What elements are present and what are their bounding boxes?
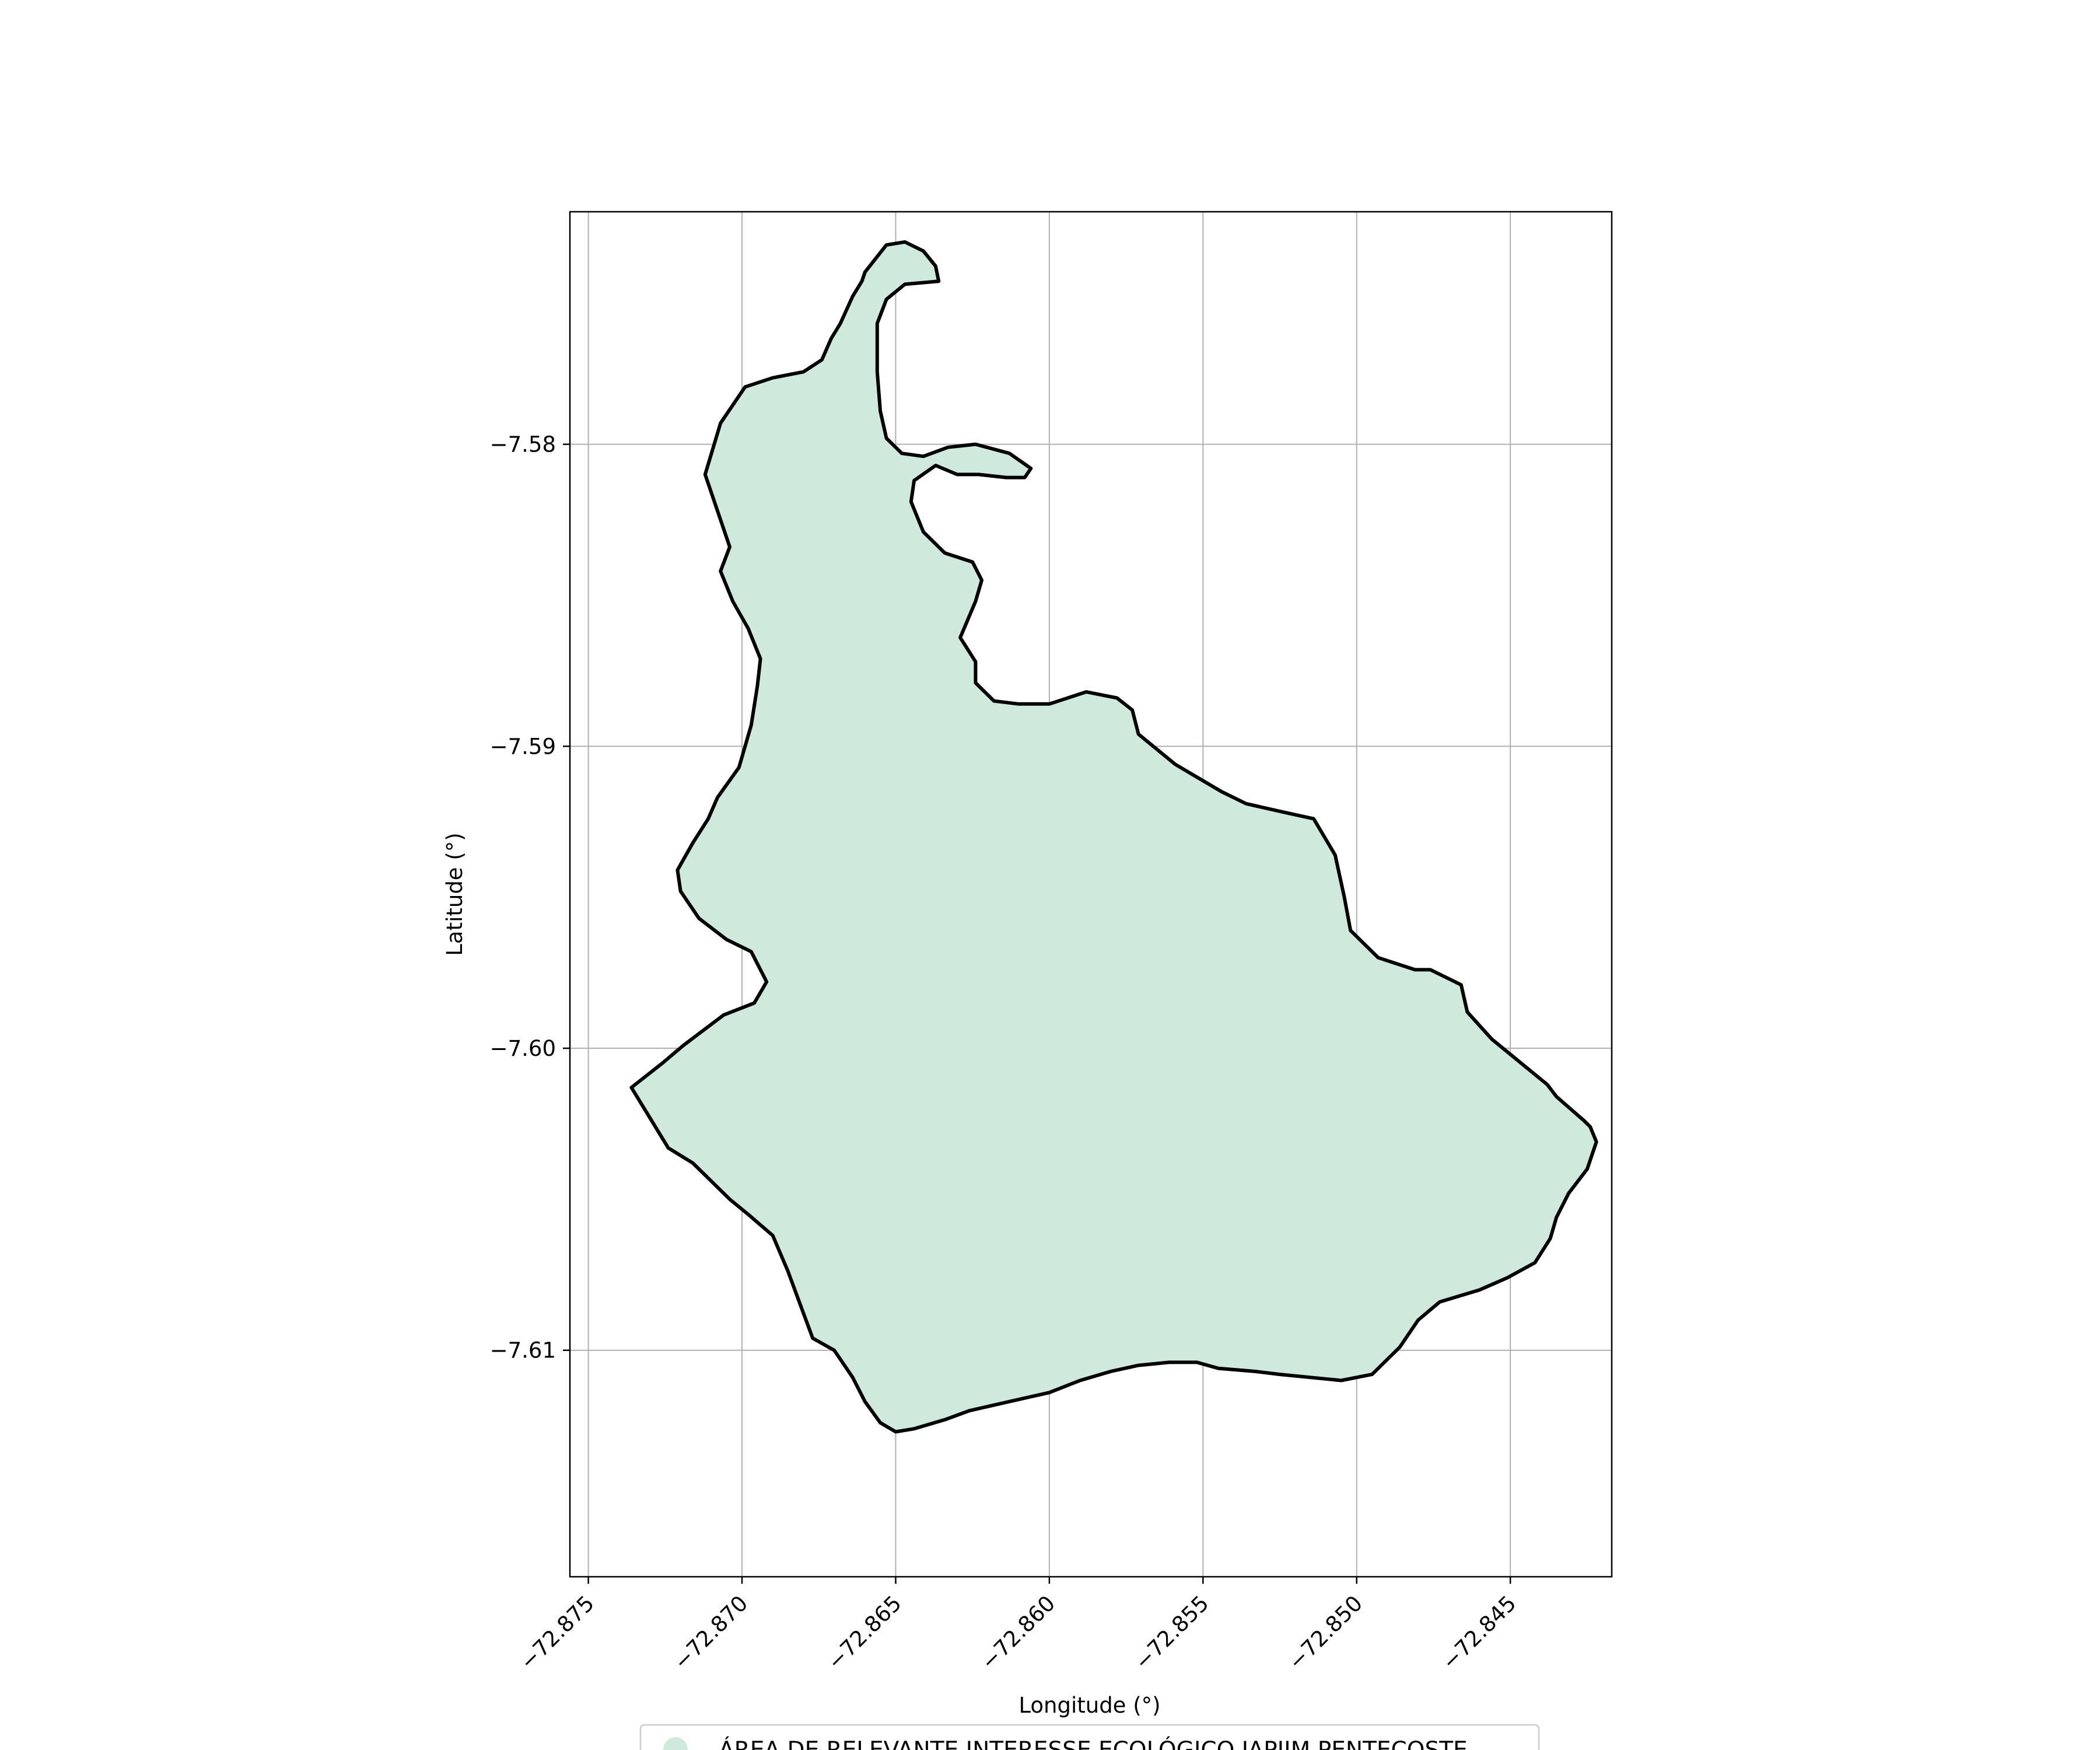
legend-frame: [639, 1724, 1540, 1750]
y-tick-label: −7.59: [490, 734, 556, 759]
x-axis-label: Longitude (°): [1019, 1693, 1160, 1718]
y-tick-label: −7.60: [490, 1036, 556, 1061]
legend-marker-icon: [663, 1737, 688, 1750]
y-axis-ticks: −7.58 −7.59 −7.60 −7.61: [490, 432, 570, 1363]
legend-entry-label: ÁREA DE RELEVANTE INTERESSE ECOLÓGICO JA…: [719, 1736, 1468, 1750]
y-tick-label: −7.58: [490, 432, 556, 457]
axes-frame: [569, 211, 1613, 1578]
y-tick-label: −7.61: [490, 1338, 556, 1363]
protected-area-polygon[interactable]: [629, 240, 1598, 1434]
legend: ÁREA DE RELEVANTE INTERESSE ECOLÓGICO JA…: [639, 1724, 1540, 1750]
y-axis-label: Latitude (°): [442, 832, 467, 956]
